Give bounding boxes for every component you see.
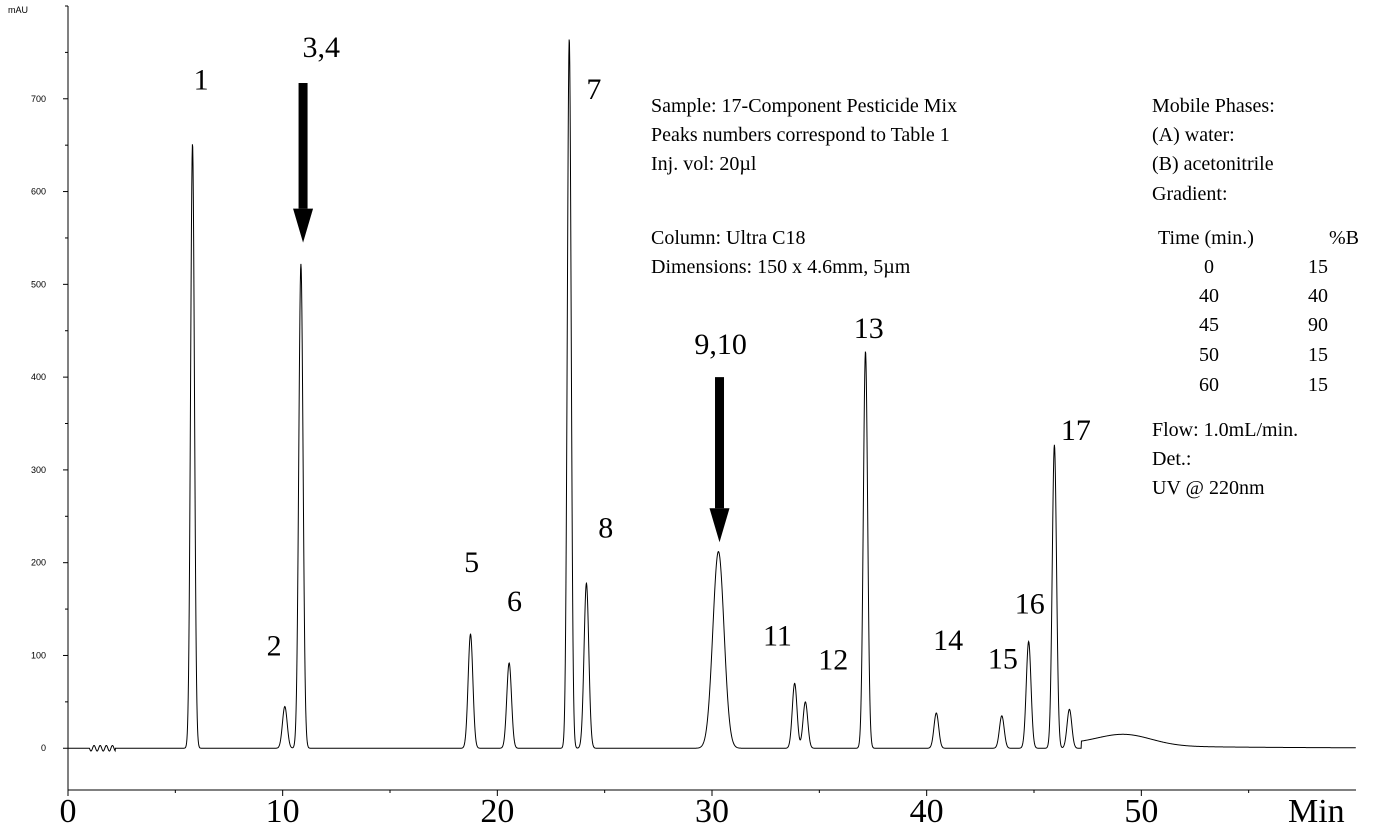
- gradient-header-time: Time (min.): [1158, 227, 1254, 249]
- peak-label: 12: [818, 643, 848, 676]
- x-tick-label: 0: [60, 793, 77, 830]
- peak-label: 8: [598, 512, 613, 545]
- peak-label: 9,10: [694, 328, 747, 361]
- gradient-row-b: 40: [1308, 285, 1328, 307]
- y-ticks: 0 100 200 300 400 500 600 700: [31, 5, 68, 753]
- y-tick-label: 400: [31, 372, 46, 382]
- gradient-row-b: 15: [1308, 256, 1328, 278]
- dimensions-line: Dimensions: 150 x 4.6mm, 5µm: [651, 256, 911, 278]
- gradient-row-time: 60: [1199, 374, 1219, 396]
- x-axis-label: Min: [1288, 793, 1345, 830]
- gradient-row-b: 90: [1308, 314, 1328, 336]
- gradient-row-time: 0: [1204, 256, 1214, 278]
- gradient-row-time: 50: [1199, 344, 1219, 366]
- phase-a-line: (A) water:: [1152, 124, 1235, 146]
- gradient-row-b: 15: [1308, 374, 1328, 396]
- peak-label: 11: [763, 619, 792, 652]
- flow-line: Flow: 1.0mL/min.: [1152, 419, 1298, 441]
- inj-vol-line: Inj. vol: 20µl: [651, 153, 757, 175]
- peak-point: [192, 142, 194, 144]
- peak-arrows: [293, 83, 730, 543]
- phase-b-line: (B) acetonitrile: [1152, 153, 1274, 175]
- peaks-note-line: Peaks numbers correspond to Table 1: [651, 124, 950, 146]
- peak-label: 7: [586, 73, 601, 106]
- peak-label: 6: [507, 585, 522, 618]
- chromatogram-trace: [68, 39, 1356, 753]
- x-tick-label: 40: [910, 793, 944, 830]
- gradient-header-b: %B: [1329, 227, 1359, 249]
- y-axis-label: mAU: [8, 5, 28, 15]
- column-line: Column: Ultra C18: [651, 227, 805, 249]
- peak-label: 2: [267, 629, 282, 662]
- peak-label: 13: [854, 312, 884, 345]
- gradient-row-time: 45: [1199, 314, 1219, 336]
- y-tick-label: 600: [31, 187, 46, 197]
- detector-line: Det.:: [1152, 448, 1191, 470]
- y-tick-label: 300: [31, 465, 46, 475]
- y-tick-label: 200: [31, 558, 46, 568]
- method-conditions: Mobile Phases: (A) water: (B) acetonitri…: [1152, 95, 1359, 499]
- uv-line: UV @ 220nm: [1152, 477, 1265, 499]
- gradient-line: Gradient:: [1152, 183, 1228, 205]
- x-tick-label: 10: [266, 793, 300, 830]
- gradient-row-time: 40: [1199, 285, 1219, 307]
- peak-label: 1: [194, 64, 209, 97]
- sample-info: Sample: 17-Component Pesticide Mix Peaks…: [651, 95, 957, 278]
- sample-line: Sample: 17-Component Pesticide Mix: [651, 95, 957, 117]
- peak-label: 15: [988, 642, 1018, 675]
- y-tick-label: 500: [31, 279, 46, 289]
- peak-point: [568, 37, 570, 39]
- peak-label: 3,4: [303, 31, 341, 64]
- x-tick-label: 30: [695, 793, 729, 830]
- y-tick-label: 700: [31, 94, 46, 104]
- peak-label: 5: [464, 546, 479, 579]
- arrow-head: [709, 508, 730, 543]
- gradient-row-b: 15: [1308, 344, 1328, 366]
- arrow-shaft: [298, 83, 308, 209]
- x-tick-label: 50: [1124, 793, 1158, 830]
- arrow-shaft: [715, 377, 725, 509]
- peak-label: 16: [1015, 588, 1045, 621]
- x-ticks: 0 10 20 30 40 50: [60, 790, 1250, 830]
- mobile-phases-line: Mobile Phases:: [1152, 95, 1275, 117]
- arrow-head: [293, 208, 314, 243]
- peak-label: 17: [1061, 414, 1091, 447]
- y-tick-label: 0: [41, 743, 46, 753]
- peak-label: 14: [933, 624, 963, 657]
- y-tick-label: 100: [31, 650, 46, 660]
- x-tick-label: 20: [480, 793, 514, 830]
